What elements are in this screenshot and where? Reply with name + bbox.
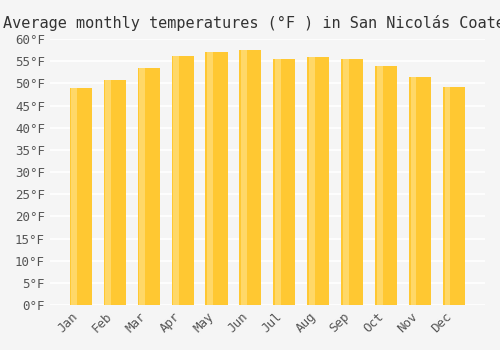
Bar (138, 68, 160, 305)
Bar (445, 86, 450, 305)
Bar (309, 57, 314, 305)
Bar (443, 86, 465, 305)
Bar (106, 80, 111, 305)
Bar (104, 80, 126, 305)
Bar (409, 77, 432, 305)
Bar (240, 50, 262, 305)
Bar (343, 58, 348, 305)
Bar (70, 88, 92, 305)
Bar (206, 51, 228, 305)
Bar (174, 56, 179, 305)
Bar (172, 56, 194, 305)
Bar (72, 88, 77, 305)
Bar (241, 50, 246, 305)
Bar (411, 77, 416, 305)
Bar (275, 58, 280, 305)
Bar (207, 51, 212, 305)
Bar (274, 58, 295, 305)
Bar (140, 68, 145, 305)
Title: Average monthly temperatures (°F ) in San Nicolás Coatepec: Average monthly temperatures (°F ) in Sa… (3, 15, 500, 31)
Bar (308, 57, 330, 305)
Bar (375, 66, 398, 305)
Bar (377, 66, 382, 305)
Bar (342, 58, 363, 305)
